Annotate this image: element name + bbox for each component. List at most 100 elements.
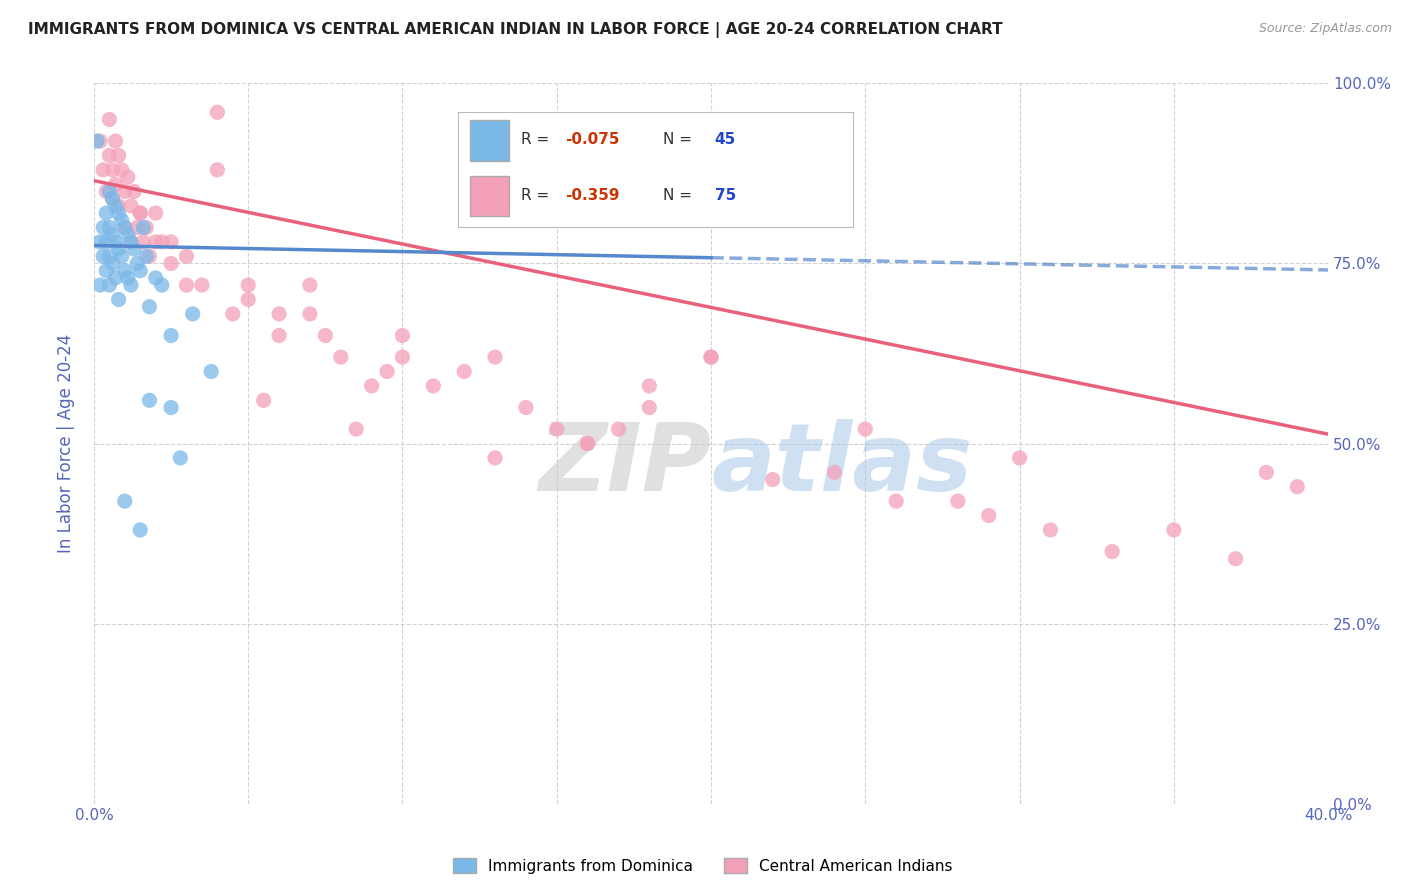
Point xyxy=(1256,466,1278,480)
Point xyxy=(91,162,114,177)
Point xyxy=(453,364,475,378)
Point xyxy=(98,148,121,162)
Point xyxy=(111,249,134,263)
Point xyxy=(96,185,118,199)
Point xyxy=(120,278,142,293)
Point xyxy=(145,235,167,249)
Point xyxy=(207,105,229,120)
Point xyxy=(160,328,183,343)
Point xyxy=(107,242,129,256)
Point xyxy=(181,307,204,321)
Point xyxy=(391,350,413,364)
Point xyxy=(132,220,155,235)
Point xyxy=(150,235,173,249)
Point xyxy=(329,350,352,364)
Point xyxy=(111,162,134,177)
Point xyxy=(114,220,136,235)
Point xyxy=(129,523,152,537)
Point xyxy=(104,271,127,285)
Point xyxy=(1039,523,1062,537)
Point xyxy=(107,293,129,307)
Point xyxy=(145,271,167,285)
Point xyxy=(117,170,139,185)
Point xyxy=(700,350,723,364)
Point xyxy=(135,249,157,263)
Point xyxy=(98,185,121,199)
Point xyxy=(89,235,111,249)
Point xyxy=(762,473,785,487)
Point xyxy=(1163,523,1185,537)
Point xyxy=(98,112,121,127)
Legend: Immigrants from Dominica, Central American Indians: Immigrants from Dominica, Central Americ… xyxy=(447,852,959,880)
Point xyxy=(638,379,661,393)
Point xyxy=(607,422,630,436)
Point xyxy=(314,328,336,343)
Point xyxy=(160,235,183,249)
Point xyxy=(127,220,149,235)
Point xyxy=(104,199,127,213)
Point xyxy=(422,379,444,393)
Point xyxy=(86,134,108,148)
Y-axis label: In Labor Force | Age 20-24: In Labor Force | Age 20-24 xyxy=(58,334,75,553)
Point xyxy=(120,199,142,213)
Point xyxy=(89,134,111,148)
Point xyxy=(114,494,136,508)
Point xyxy=(200,364,222,378)
Point xyxy=(120,235,142,249)
Point xyxy=(138,300,160,314)
Point xyxy=(191,278,214,293)
Point xyxy=(176,278,198,293)
Point xyxy=(484,350,506,364)
Point xyxy=(884,494,907,508)
Text: IMMIGRANTS FROM DOMINICA VS CENTRAL AMERICAN INDIAN IN LABOR FORCE | AGE 20-24 C: IMMIGRANTS FROM DOMINICA VS CENTRAL AMER… xyxy=(28,22,1002,38)
Point xyxy=(122,185,145,199)
Point xyxy=(96,263,118,277)
Point xyxy=(114,263,136,277)
Point xyxy=(150,278,173,293)
Point xyxy=(823,466,845,480)
Point xyxy=(91,249,114,263)
Point xyxy=(267,328,290,343)
Point xyxy=(344,422,367,436)
Point xyxy=(484,450,506,465)
Text: atlas: atlas xyxy=(711,419,973,511)
Point xyxy=(89,278,111,293)
Point xyxy=(107,148,129,162)
Point xyxy=(515,401,537,415)
Point xyxy=(1101,544,1123,558)
Point xyxy=(238,278,260,293)
Point xyxy=(127,256,149,270)
Point xyxy=(546,422,568,436)
Point xyxy=(253,393,276,408)
Point xyxy=(96,235,118,249)
Point xyxy=(138,393,160,408)
Text: ZIP: ZIP xyxy=(538,419,711,511)
Point xyxy=(176,249,198,263)
Point xyxy=(169,450,191,465)
Point xyxy=(298,278,321,293)
Point xyxy=(111,213,134,227)
Point xyxy=(107,206,129,220)
Point xyxy=(298,307,321,321)
Point xyxy=(98,278,121,293)
Point xyxy=(104,178,127,192)
Point xyxy=(98,220,121,235)
Point xyxy=(267,307,290,321)
Point xyxy=(101,256,124,270)
Point xyxy=(101,227,124,242)
Point xyxy=(101,192,124,206)
Point xyxy=(101,162,124,177)
Point xyxy=(160,256,183,270)
Point xyxy=(138,249,160,263)
Point xyxy=(1225,551,1247,566)
Point xyxy=(96,206,118,220)
Point xyxy=(129,206,152,220)
Point xyxy=(1286,480,1309,494)
Point xyxy=(104,235,127,249)
Point xyxy=(117,271,139,285)
Point xyxy=(114,220,136,235)
Point xyxy=(360,379,382,393)
Point xyxy=(145,206,167,220)
Point xyxy=(853,422,876,436)
Point xyxy=(104,134,127,148)
